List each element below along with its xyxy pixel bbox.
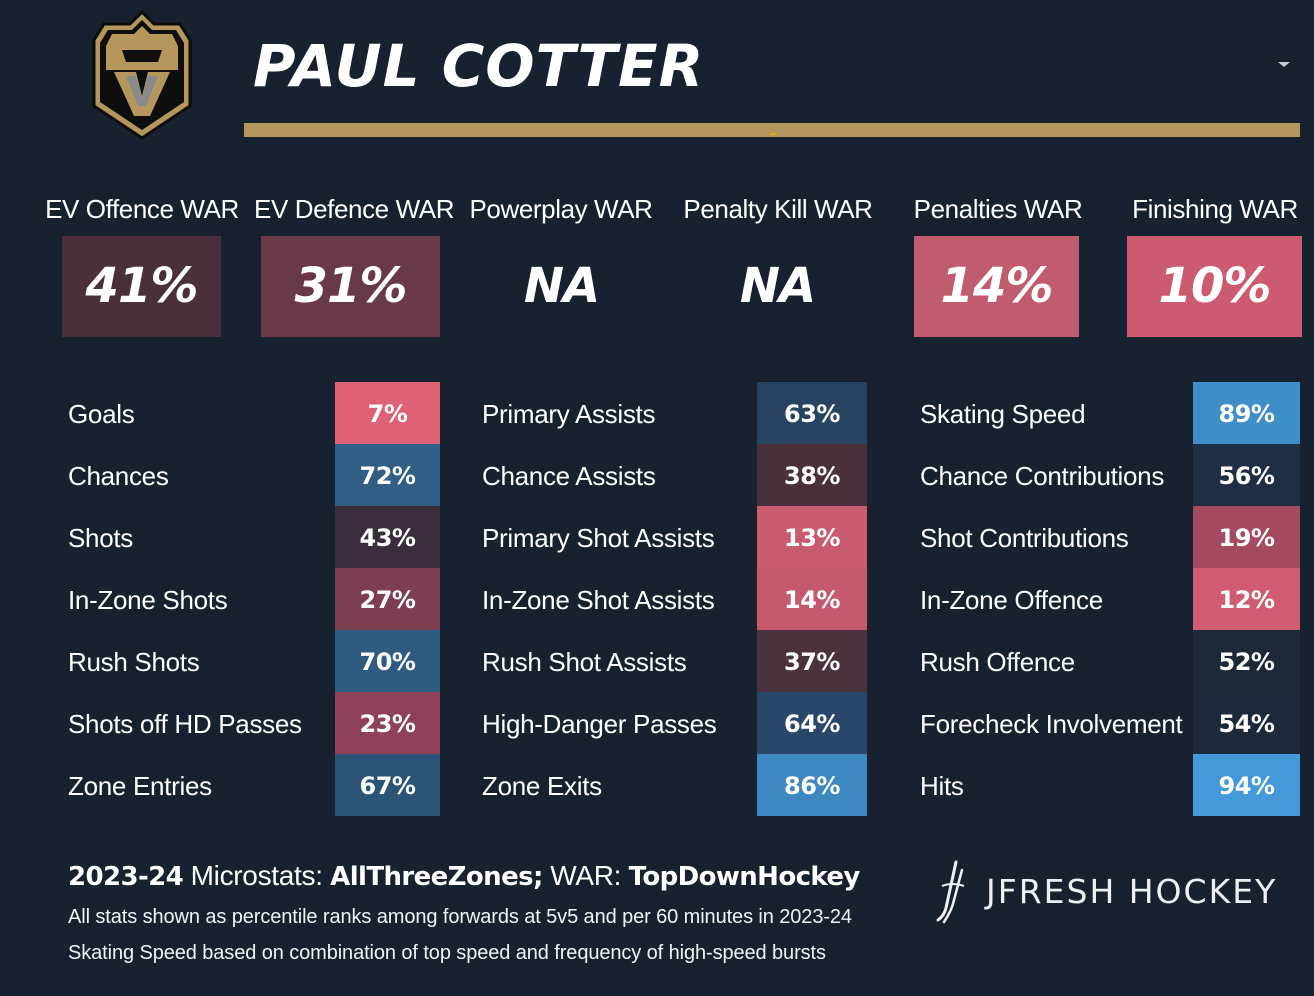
stat-label-rush-shot-assists: Rush Shot Assists [482, 647, 687, 677]
war-label-ev-offence: EV Offence WAR [45, 194, 239, 224]
stat-label-forecheck-involvement: Forecheck Involvement [920, 709, 1183, 739]
stat-label-shot-contributions: Shot Contributions [920, 523, 1129, 553]
war-label-penalty-kill: Penalty Kill WAR [683, 194, 873, 224]
header-divider [244, 123, 1300, 137]
stat-value-primary-assists: 63% [757, 382, 867, 444]
stat-label-rush-offence: Rush Offence [920, 647, 1075, 677]
war-value-penalty-kill: NA [698, 236, 857, 337]
stat-label-high-danger-passes: High-Danger Passes [482, 709, 717, 739]
team-logo-icon [92, 10, 192, 140]
footnote-percentiles: All stats shown as percentile ranks amon… [68, 906, 852, 928]
stat-label-goals: Goals [68, 399, 135, 429]
stat-value-in-zone-shots: 27% [335, 568, 440, 630]
microstats-source: AllThreeZones; [330, 862, 543, 892]
stat-value-rush-shots: 70% [335, 630, 440, 692]
brand-logo: JFRESH HOCKEY [934, 858, 1294, 928]
stat-value-zone-entries: 67% [335, 754, 440, 816]
stat-label-primary-shot-assists: Primary Shot Assists [482, 523, 715, 553]
hockey-stick-icon [936, 860, 965, 924]
war-source-label: WAR: [550, 860, 622, 891]
footnote-skating-speed: Skating Speed based on combination of to… [68, 942, 826, 964]
stat-label-zone-exits: Zone Exits [482, 771, 602, 801]
stat-label-in-zone-offence: In-Zone Offence [920, 585, 1103, 615]
microstats-label: Microstats: [190, 860, 323, 891]
war-label-finishing: Finishing WAR [1132, 194, 1298, 224]
season-label: 2023-24 [68, 862, 184, 892]
stat-label-primary-assists: Primary Assists [482, 399, 656, 429]
player-name: PAUL COTTER [253, 32, 705, 100]
stat-value-chances: 72% [335, 444, 440, 506]
war-label-ev-defence: EV Defence WAR [254, 194, 455, 224]
stat-label-zone-entries: Zone Entries [68, 771, 212, 801]
stat-value-chance-contributions: 56% [1193, 444, 1300, 506]
stat-label-skating-speed: Skating Speed [920, 399, 1086, 429]
stat-value-rush-shot-assists: 37% [757, 630, 867, 692]
stat-value-in-zone-shot-assists: 14% [757, 568, 867, 630]
stat-label-chance-contributions: Chance Contributions [920, 461, 1165, 491]
chevron-down-icon[interactable] [1278, 62, 1290, 67]
stat-label-shots: Shots [68, 523, 133, 553]
stat-value-rush-offence: 52% [1193, 630, 1300, 692]
stat-value-shots-off-hd-passes: 23% [335, 692, 440, 754]
stat-value-primary-shot-assists: 13% [757, 506, 867, 568]
stat-value-chance-assists: 38% [757, 444, 867, 506]
war-value-penalties: 14% [914, 236, 1079, 337]
stat-value-shot-contributions: 19% [1193, 506, 1300, 568]
stat-value-hits: 94% [1193, 754, 1300, 816]
war-label-powerplay: Powerplay WAR [469, 194, 653, 224]
stat-label-chance-assists: Chance Assists [482, 461, 656, 491]
stat-value-skating-speed: 89% [1193, 382, 1300, 444]
sources-line: 2023-24 Microstats: AllThreeZones; WAR: … [68, 860, 860, 892]
stat-value-shots: 43% [335, 506, 440, 568]
war-value-ev-defence: 31% [261, 236, 440, 337]
stat-label-shots-off-hd-passes: Shots off HD Passes [68, 709, 302, 739]
war-value-ev-offence: 41% [62, 236, 221, 337]
stat-label-in-zone-shots: In-Zone Shots [68, 585, 228, 615]
stat-label-hits: Hits [920, 771, 964, 801]
stat-value-zone-exits: 86% [757, 754, 867, 816]
war-value-powerplay: NA [482, 236, 641, 337]
brand-name: JFRESH HOCKEY [986, 872, 1278, 911]
war-label-penalties: Penalties WAR [913, 194, 1083, 224]
stat-value-forecheck-involvement: 54% [1193, 692, 1300, 754]
divider-marker [770, 133, 776, 135]
war-value-finishing: 10% [1127, 236, 1302, 337]
stat-value-goals: 7% [335, 382, 440, 444]
stat-label-chances: Chances [68, 461, 169, 491]
stat-label-rush-shots: Rush Shots [68, 647, 200, 677]
war-source: TopDownHockey [628, 862, 861, 892]
stat-value-high-danger-passes: 64% [757, 692, 867, 754]
stat-label-in-zone-shot-assists: In-Zone Shot Assists [482, 585, 715, 615]
stat-value-in-zone-offence: 12% [1193, 568, 1300, 630]
